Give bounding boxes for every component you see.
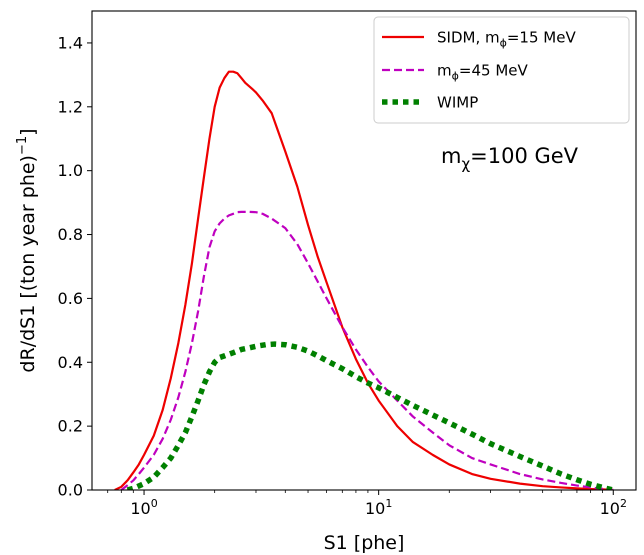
series-line-1	[114, 70, 614, 490]
x-tick-label: 102	[600, 497, 627, 518]
series-line-3	[126, 341, 614, 490]
legend-label-2: mϕ=45 MeV	[437, 62, 528, 83]
series-line-2	[120, 210, 614, 490]
x-tick-label: 100	[130, 497, 157, 518]
y-tick-label: 0.0	[58, 481, 83, 500]
annotation: mχ=100 GeV	[441, 144, 579, 173]
y-tick-label: 0.6	[58, 289, 83, 308]
y-tick-label: 0.2	[58, 417, 83, 436]
x-axis-title: S1 [phe]	[324, 532, 405, 554]
axes-layer: 0.0 0.2 0.4 0.6 0.8 1.0 1.2 1.4 100 101 102 S1 [phe…	[15, 10, 637, 554]
legend-label-1: SIDM, mϕ=15 MeV	[437, 29, 576, 50]
legend: SIDM, mϕ=15 MeV mϕ=45 MeV WIMP	[373, 16, 630, 124]
mass-annotation: mχ=100 GeV	[441, 144, 579, 173]
plot-frame	[91, 10, 637, 491]
series-layer	[114, 70, 614, 490]
legend-box	[373, 16, 630, 124]
y-axis-title: dR/dS1 [(ton year phe)−1]	[15, 128, 39, 372]
y-tick-label: 0.4	[58, 353, 83, 372]
y-tick-label: 1.0	[58, 161, 83, 180]
legend-label-3: WIMP	[437, 94, 478, 112]
x-tick-label: 101	[365, 497, 392, 518]
y-tick-label: 1.4	[58, 33, 83, 52]
y-tick-label: 0.8	[58, 225, 83, 244]
y-tick-label: 1.2	[58, 97, 83, 116]
